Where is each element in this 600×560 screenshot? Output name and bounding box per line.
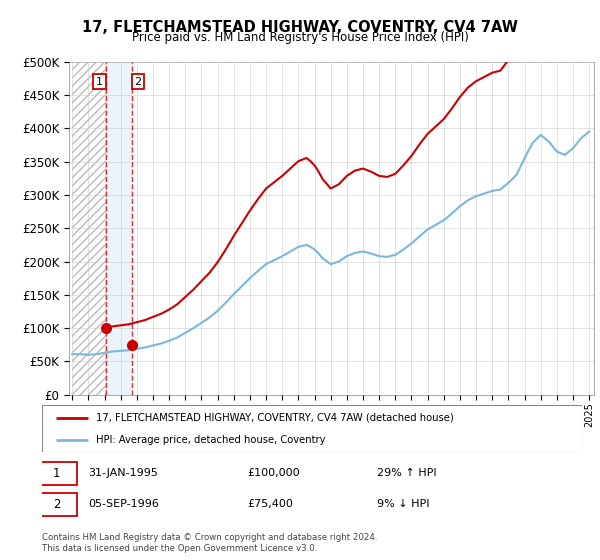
Text: £100,000: £100,000 bbox=[247, 468, 300, 478]
FancyBboxPatch shape bbox=[37, 493, 77, 516]
Text: 31-JAN-1995: 31-JAN-1995 bbox=[88, 468, 158, 478]
Text: 17, FLETCHAMSTEAD HIGHWAY, COVENTRY, CV4 7AW: 17, FLETCHAMSTEAD HIGHWAY, COVENTRY, CV4… bbox=[82, 20, 518, 35]
Text: 1: 1 bbox=[53, 467, 61, 480]
Text: 2: 2 bbox=[134, 77, 142, 87]
Text: Contains HM Land Registry data © Crown copyright and database right 2024.
This d: Contains HM Land Registry data © Crown c… bbox=[42, 533, 377, 553]
Text: 17, FLETCHAMSTEAD HIGHWAY, COVENTRY, CV4 7AW (detached house): 17, FLETCHAMSTEAD HIGHWAY, COVENTRY, CV4… bbox=[96, 413, 454, 423]
Text: 2: 2 bbox=[53, 498, 61, 511]
Text: 9% ↓ HPI: 9% ↓ HPI bbox=[377, 499, 430, 509]
Bar bbox=[106, 62, 131, 395]
Text: 29% ↑ HPI: 29% ↑ HPI bbox=[377, 468, 436, 478]
Text: Price paid vs. HM Land Registry's House Price Index (HPI): Price paid vs. HM Land Registry's House … bbox=[131, 31, 469, 44]
Bar bbox=[72, 62, 106, 395]
Text: £75,400: £75,400 bbox=[247, 499, 293, 509]
FancyBboxPatch shape bbox=[37, 462, 77, 485]
FancyBboxPatch shape bbox=[42, 405, 582, 452]
Text: HPI: Average price, detached house, Coventry: HPI: Average price, detached house, Cove… bbox=[96, 435, 325, 445]
Text: 05-SEP-1996: 05-SEP-1996 bbox=[88, 499, 159, 509]
Text: 1: 1 bbox=[96, 77, 103, 87]
